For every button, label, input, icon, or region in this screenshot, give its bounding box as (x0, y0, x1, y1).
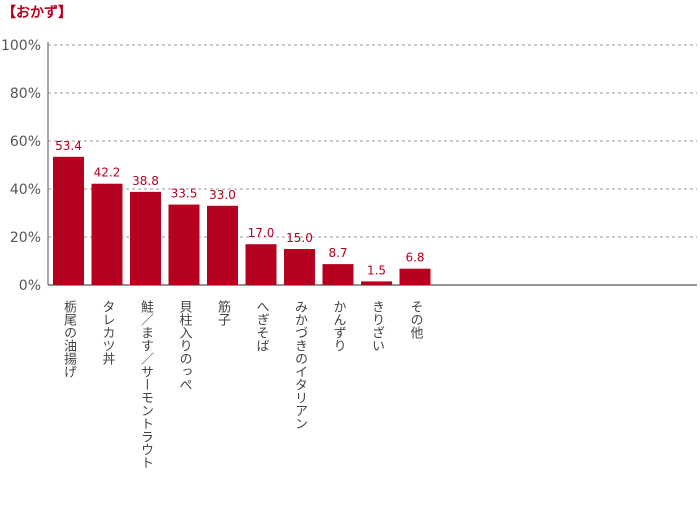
data-label: 17.0 (248, 226, 275, 240)
category-label: その他 (408, 300, 424, 340)
category-label: 貝柱入りのっぺ (177, 300, 193, 391)
bar (322, 264, 354, 285)
bar (207, 205, 238, 285)
category-label: 栃尾の油揚げ (61, 300, 77, 378)
bar (245, 244, 277, 285)
data-label: 8.7 (328, 246, 347, 260)
y-tick-label: 60% (10, 134, 41, 150)
bar (168, 204, 200, 285)
y-tick-label: 40% (10, 182, 41, 198)
data-label: 1.5 (367, 263, 386, 277)
bar (361, 281, 392, 285)
y-tick-label: 100% (1, 38, 41, 54)
data-label: 33.5 (171, 187, 198, 201)
y-tick-label: 20% (10, 230, 41, 246)
bar (91, 183, 123, 285)
bar (399, 268, 431, 285)
bar (130, 191, 161, 285)
bar (53, 156, 84, 285)
category-label: かんずり (331, 300, 346, 352)
chart-title: 【おかず】 (2, 5, 72, 21)
category-label: タレカツ丼 (100, 300, 116, 365)
category-label: きりざい (369, 300, 384, 352)
data-label: 53.4 (55, 139, 82, 153)
data-label: 33.0 (209, 188, 236, 202)
bar (284, 249, 315, 285)
data-label: 42.2 (94, 166, 121, 180)
category-label: みかづきのイタリアン (292, 300, 307, 430)
category-label: 筋子 (215, 299, 231, 326)
data-label: 38.8 (132, 174, 159, 188)
data-label: 6.8 (405, 251, 424, 265)
y-tick-label: 80% (10, 86, 41, 102)
y-tick-label: 0% (19, 278, 41, 294)
category-label: 鮭／ます／サーモントラウト (138, 300, 154, 469)
category-label: へぎそば (254, 300, 270, 352)
data-label: 15.0 (286, 231, 313, 245)
